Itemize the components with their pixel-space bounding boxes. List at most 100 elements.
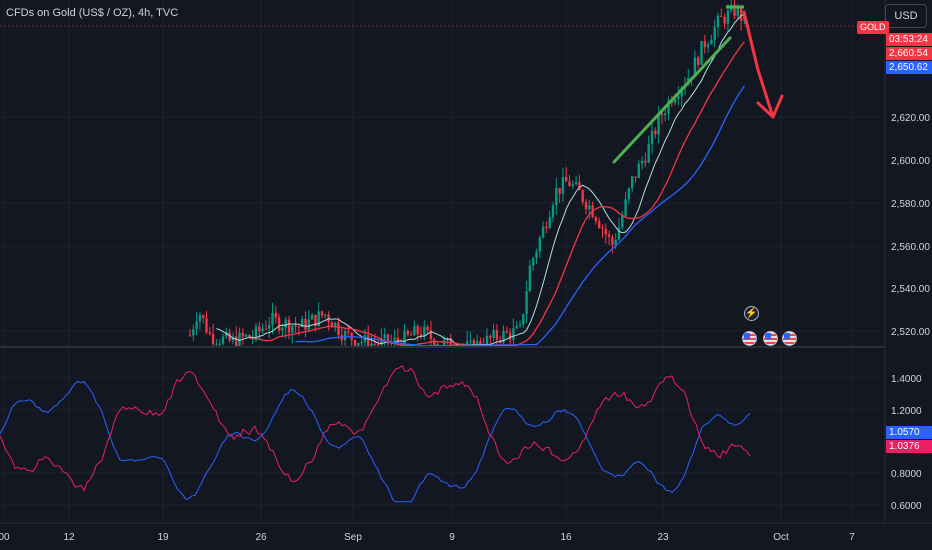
time-tick-label: Sep — [344, 532, 362, 543]
candle-body — [621, 215, 624, 228]
candle-body — [657, 113, 660, 135]
candle-body — [317, 311, 320, 326]
candle-body — [416, 326, 419, 335]
countdown-tag: 03:53:24 — [886, 33, 932, 46]
candle-body — [555, 187, 558, 206]
candle-body — [574, 182, 578, 185]
candle-body — [301, 318, 304, 328]
candle-body — [522, 314, 525, 325]
candle-body — [320, 311, 324, 316]
currency-button[interactable]: USD — [885, 4, 927, 28]
lightning-icon[interactable]: ⚡ — [744, 306, 759, 321]
candle-body — [324, 314, 327, 316]
candle-body — [347, 331, 350, 333]
candle-body — [634, 176, 637, 178]
time-tick-label: 26 — [255, 532, 267, 543]
candle-body — [433, 339, 436, 346]
price-tick-label: 2,520.00 — [891, 327, 930, 338]
oscillator-red-line — [0, 364, 751, 492]
bearish-arrow-head[interactable] — [756, 94, 784, 119]
candle-body — [736, 7, 739, 16]
candle-body — [518, 324, 522, 326]
candle-body — [525, 291, 528, 315]
candle-body — [426, 326, 429, 331]
candle-body — [268, 325, 271, 329]
us-flag-icon[interactable] — [782, 331, 797, 346]
candle-body — [617, 227, 621, 240]
candle-body — [548, 217, 551, 229]
candle-body — [383, 334, 386, 339]
candle-body — [475, 341, 479, 346]
candle-body — [202, 315, 205, 319]
time-tick-label: Oct — [773, 532, 789, 543]
candle-body — [541, 226, 545, 238]
candle-body — [238, 332, 241, 346]
candle-body — [631, 176, 634, 189]
candle-body — [370, 343, 373, 346]
time-tick-label: 7 — [849, 532, 855, 543]
candle-body — [578, 182, 581, 191]
trend-drawings[interactable] — [612, 5, 784, 164]
ma-mid-line — [249, 41, 745, 347]
us-flag-icon[interactable] — [742, 331, 757, 346]
candle-body — [235, 336, 238, 346]
candle-body — [693, 57, 697, 78]
candle-body — [248, 334, 251, 338]
symbol-title[interactable]: CFDs on Gold (US$ / OZ), 4h, TVC — [6, 7, 179, 19]
candle-body — [479, 341, 482, 346]
candle-body — [225, 332, 228, 337]
candle-body — [650, 130, 654, 144]
candle-body — [716, 15, 720, 28]
candle-body — [739, 7, 743, 21]
candle-body — [472, 340, 475, 346]
bearish-arrow[interactable] — [742, 10, 775, 119]
candle-body — [568, 181, 571, 187]
candle-body — [337, 322, 340, 336]
candle-body — [485, 335, 489, 346]
us-flag-icon[interactable] — [763, 331, 778, 346]
time-tick-label: 23 — [657, 532, 669, 543]
candle-body — [697, 57, 700, 65]
candle-body — [429, 330, 433, 340]
trend-line[interactable] — [612, 36, 732, 164]
candle-body — [581, 190, 584, 202]
candle-body — [495, 330, 499, 340]
candle-body — [297, 326, 301, 328]
osc-tick-label: 1.4000 — [891, 374, 922, 385]
candle-body — [551, 205, 555, 218]
candle-body — [594, 217, 598, 222]
candle-body — [647, 143, 650, 163]
candle-body — [287, 319, 291, 333]
osc-tick-label: 1.2000 — [891, 406, 922, 417]
candle-body — [436, 344, 439, 346]
price-tick-label: 2,580.00 — [891, 199, 930, 210]
ma-slow-line — [295, 85, 745, 347]
candle-body — [413, 326, 416, 336]
candle-body — [713, 27, 716, 40]
candle-body — [677, 96, 680, 99]
candle-body — [192, 329, 195, 336]
candle-body — [733, 4, 736, 16]
candle-body — [423, 326, 426, 337]
candle-body — [515, 325, 518, 329]
candle-body — [607, 234, 611, 237]
candle-body — [291, 326, 294, 333]
ma-fast-line — [216, 14, 745, 346]
candle-body — [640, 160, 644, 164]
candle-body — [218, 343, 221, 345]
candle-body — [393, 337, 396, 342]
candle-body — [380, 338, 383, 345]
candle-body — [195, 321, 198, 330]
candle-body — [330, 322, 334, 328]
candle-body — [244, 334, 248, 337]
candle-body — [627, 188, 631, 200]
candle-body — [624, 199, 627, 216]
candle-body — [706, 44, 710, 48]
candle-body — [334, 322, 337, 328]
candle-body — [680, 88, 683, 97]
candle-body — [673, 98, 677, 103]
candle-body — [314, 314, 317, 326]
candle-body — [604, 228, 607, 235]
candle-body — [208, 332, 211, 334]
